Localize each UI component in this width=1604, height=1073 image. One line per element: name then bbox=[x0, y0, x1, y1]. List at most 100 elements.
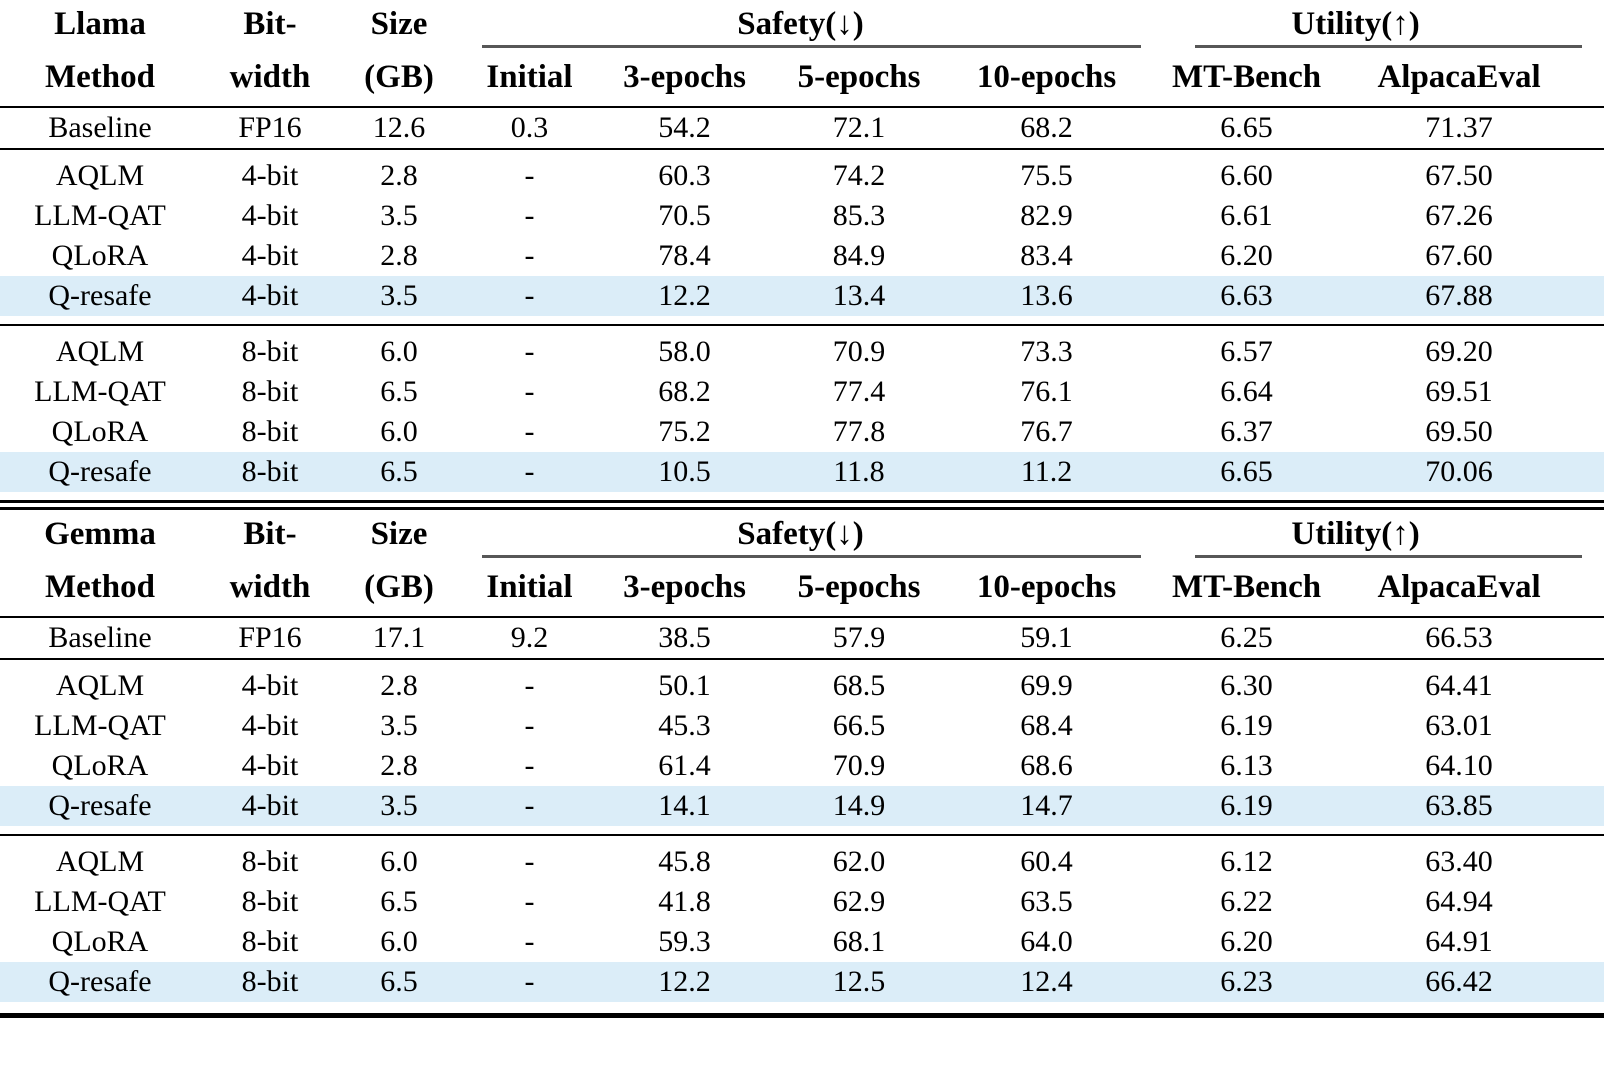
value-cell: 84.9 bbox=[832, 239, 886, 272]
bit-width-cell: 8-bit bbox=[241, 375, 299, 408]
value-cell: 64.0 bbox=[1020, 925, 1073, 958]
section-llama-0: AQLM 4-bit 2.8 - 60.3 74.2 75.5 6.60 67.50 LLM-QA… bbox=[0, 149, 1604, 326]
bit-width-cell: 4-bit bbox=[200, 786, 340, 826]
value-cell: 66.5 bbox=[832, 709, 886, 742]
bit-width-cell: 8-bit bbox=[241, 925, 299, 958]
value-cell: 13.4 bbox=[768, 276, 950, 316]
value-cell: - bbox=[524, 669, 535, 702]
value-cell: 6.19 bbox=[1143, 786, 1351, 826]
value-cell: 69.50 bbox=[1425, 415, 1493, 448]
tables-container: Llama Bit- Size Safety(↓) Utility(↑) Method wi… bbox=[0, 5, 1604, 1018]
utility-subcol-header: AlpacaEval bbox=[1350, 558, 1604, 618]
method-cell: QLoRA bbox=[51, 749, 149, 782]
value-cell: 6.20 bbox=[1220, 925, 1273, 958]
section-top-spacer bbox=[0, 149, 1604, 156]
table-row-gemma-qlora: QLoRA 8-bit 6.0 - 59.3 68.1 64.0 6.20 64.91 bbox=[0, 922, 1604, 962]
table-row-llama-baseline: Baseline FP16 12.6 0.3 54.2 72.1 68.2 6.65 71.37 bbox=[0, 107, 1604, 150]
bit-width-cell: 8-bit bbox=[241, 415, 299, 448]
method-cell: AQLM bbox=[55, 669, 145, 702]
size-cell: 2.8 bbox=[380, 669, 418, 702]
method-header-cell: Method bbox=[0, 558, 200, 618]
safety-subcol-header: 3-epochs bbox=[601, 48, 768, 108]
value-cell: 63.40 bbox=[1425, 845, 1493, 878]
size-cell: 17.1 bbox=[340, 617, 458, 660]
section-top-spacer bbox=[0, 659, 1604, 666]
value-cell: 77.4 bbox=[832, 375, 886, 408]
size-cell: 6.5 bbox=[340, 452, 458, 492]
method-cell: LLM-QAT bbox=[34, 375, 166, 408]
value-cell: 45.3 bbox=[658, 709, 711, 742]
baseline-section-llama: Baseline FP16 12.6 0.3 54.2 72.1 68.2 6.65 71.37 bbox=[0, 107, 1604, 150]
value-cell: 68.1 bbox=[832, 925, 886, 958]
size-top-cell: Size bbox=[370, 5, 428, 42]
value-cell: 45.8 bbox=[658, 845, 711, 878]
value-cell: 68.2 bbox=[658, 375, 711, 408]
value-cell: 14.9 bbox=[768, 786, 950, 826]
table-row-llama-q-resafe: Q-resafe 4-bit 3.5-12.2 13.4 13.6 6.63 67.88 bbox=[0, 276, 1604, 316]
bit-width-cell: 8-bit bbox=[241, 335, 299, 368]
value-cell: 14.7 bbox=[950, 786, 1144, 826]
value-cell: 69.20 bbox=[1425, 335, 1493, 368]
section-top-spacer bbox=[0, 325, 1604, 332]
table-row-llama-q-resafe: Q-resafe 8-bit 6.5-10.5 11.8 11.2 6.65 70.06 bbox=[0, 452, 1604, 492]
value-cell: 68.4 bbox=[1020, 709, 1073, 742]
bit-bottom-cell: width bbox=[200, 558, 340, 618]
model-label-cell: Gemma bbox=[44, 515, 156, 552]
value-cell: 68.2 bbox=[950, 107, 1144, 150]
value-cell: 50.1 bbox=[658, 669, 711, 702]
table-row-llama-qlora: QLoRA 4-bit 2.8 - 78.4 84.9 83.4 6.20 67.60 bbox=[0, 236, 1604, 276]
bit-width-cell: FP16 bbox=[200, 107, 340, 150]
value-cell: 59.3 bbox=[658, 925, 711, 958]
value-cell: 66.42 bbox=[1350, 962, 1604, 1002]
value-cell: - bbox=[458, 786, 601, 826]
size-cell: 6.5 bbox=[380, 375, 418, 408]
value-cell: 6.12 bbox=[1220, 845, 1273, 878]
value-cell: 64.41 bbox=[1425, 669, 1493, 702]
value-cell: 67.60 bbox=[1425, 239, 1493, 272]
table-row-gemma-q-resafe: Q-resafe 8-bit 6.5-12.2 12.5 12.4 6.23 66.42 bbox=[0, 962, 1604, 1002]
size-bottom-cell: (GB) bbox=[340, 558, 458, 618]
value-cell: - bbox=[524, 199, 535, 232]
header-row-subcols: Method width (GB) Initial 3-epochs 5-epochs 10… bbox=[0, 558, 1604, 618]
value-cell: 68.5 bbox=[832, 669, 886, 702]
value-cell: 66.53 bbox=[1350, 617, 1604, 660]
value-cell: - bbox=[524, 239, 535, 272]
value-cell: 76.7 bbox=[1020, 415, 1073, 448]
spacer-cell bbox=[0, 149, 1604, 156]
table-row-llama-aqlm: AQLM 8-bit 6.0 - 58.0 70.9 73.3 6.57 69.20 bbox=[0, 332, 1604, 372]
value-cell: 63.5 bbox=[1020, 885, 1073, 918]
method-cell: LLM-QAT bbox=[34, 885, 166, 918]
value-cell: - bbox=[524, 335, 535, 368]
safety-group-header: Safety(↓) bbox=[458, 510, 1143, 558]
value-cell: 64.10 bbox=[1425, 749, 1493, 782]
spacer-cell bbox=[0, 659, 1604, 666]
value-cell: 76.1 bbox=[1020, 375, 1073, 408]
value-cell: 12.5 bbox=[768, 962, 950, 1002]
value-cell: 64.91 bbox=[1425, 925, 1493, 958]
value-cell: 6.65 bbox=[1143, 107, 1351, 150]
method-cell: QLoRA bbox=[51, 239, 149, 272]
value-cell: 6.64 bbox=[1220, 375, 1273, 408]
table-row-llama-llm-qat: LLM-QAT 4-bit 3.5 - 70.5 85.3 82.9 6.61 67.26 bbox=[0, 196, 1604, 236]
size-cell: 3.5 bbox=[340, 276, 458, 316]
value-cell: 70.9 bbox=[832, 335, 886, 368]
value-cell: 63.85 bbox=[1350, 786, 1604, 826]
size-cell: 3.5 bbox=[340, 786, 458, 826]
value-cell: 71.37 bbox=[1350, 107, 1604, 150]
size-cell: 6.5 bbox=[340, 962, 458, 1002]
value-cell: 38.5 bbox=[601, 617, 768, 660]
utility-subcol-header: MT-Bench bbox=[1143, 558, 1351, 618]
section-gemma-1: AQLM 8-bit 6.0 - 45.8 62.0 60.4 6.12 63.40 LLM-QA… bbox=[0, 835, 1604, 1010]
value-cell: 6.25 bbox=[1143, 617, 1351, 660]
bit-width-cell: 4-bit bbox=[241, 669, 299, 702]
size-cell: 3.5 bbox=[380, 709, 418, 742]
table-row-gemma-q-resafe: Q-resafe 4-bit 3.5-14.1 14.9 14.7 6.19 63.85 bbox=[0, 786, 1604, 826]
value-cell: - bbox=[524, 709, 535, 742]
size-cell: 6.0 bbox=[380, 845, 418, 878]
bit-width-cell: 8-bit bbox=[200, 452, 340, 492]
value-cell: 58.0 bbox=[658, 335, 711, 368]
method-cell: Q-resafe bbox=[0, 276, 200, 316]
size-cell: 6.0 bbox=[380, 925, 418, 958]
value-cell: 6.23 bbox=[1143, 962, 1351, 1002]
value-cell: 6.37 bbox=[1220, 415, 1273, 448]
